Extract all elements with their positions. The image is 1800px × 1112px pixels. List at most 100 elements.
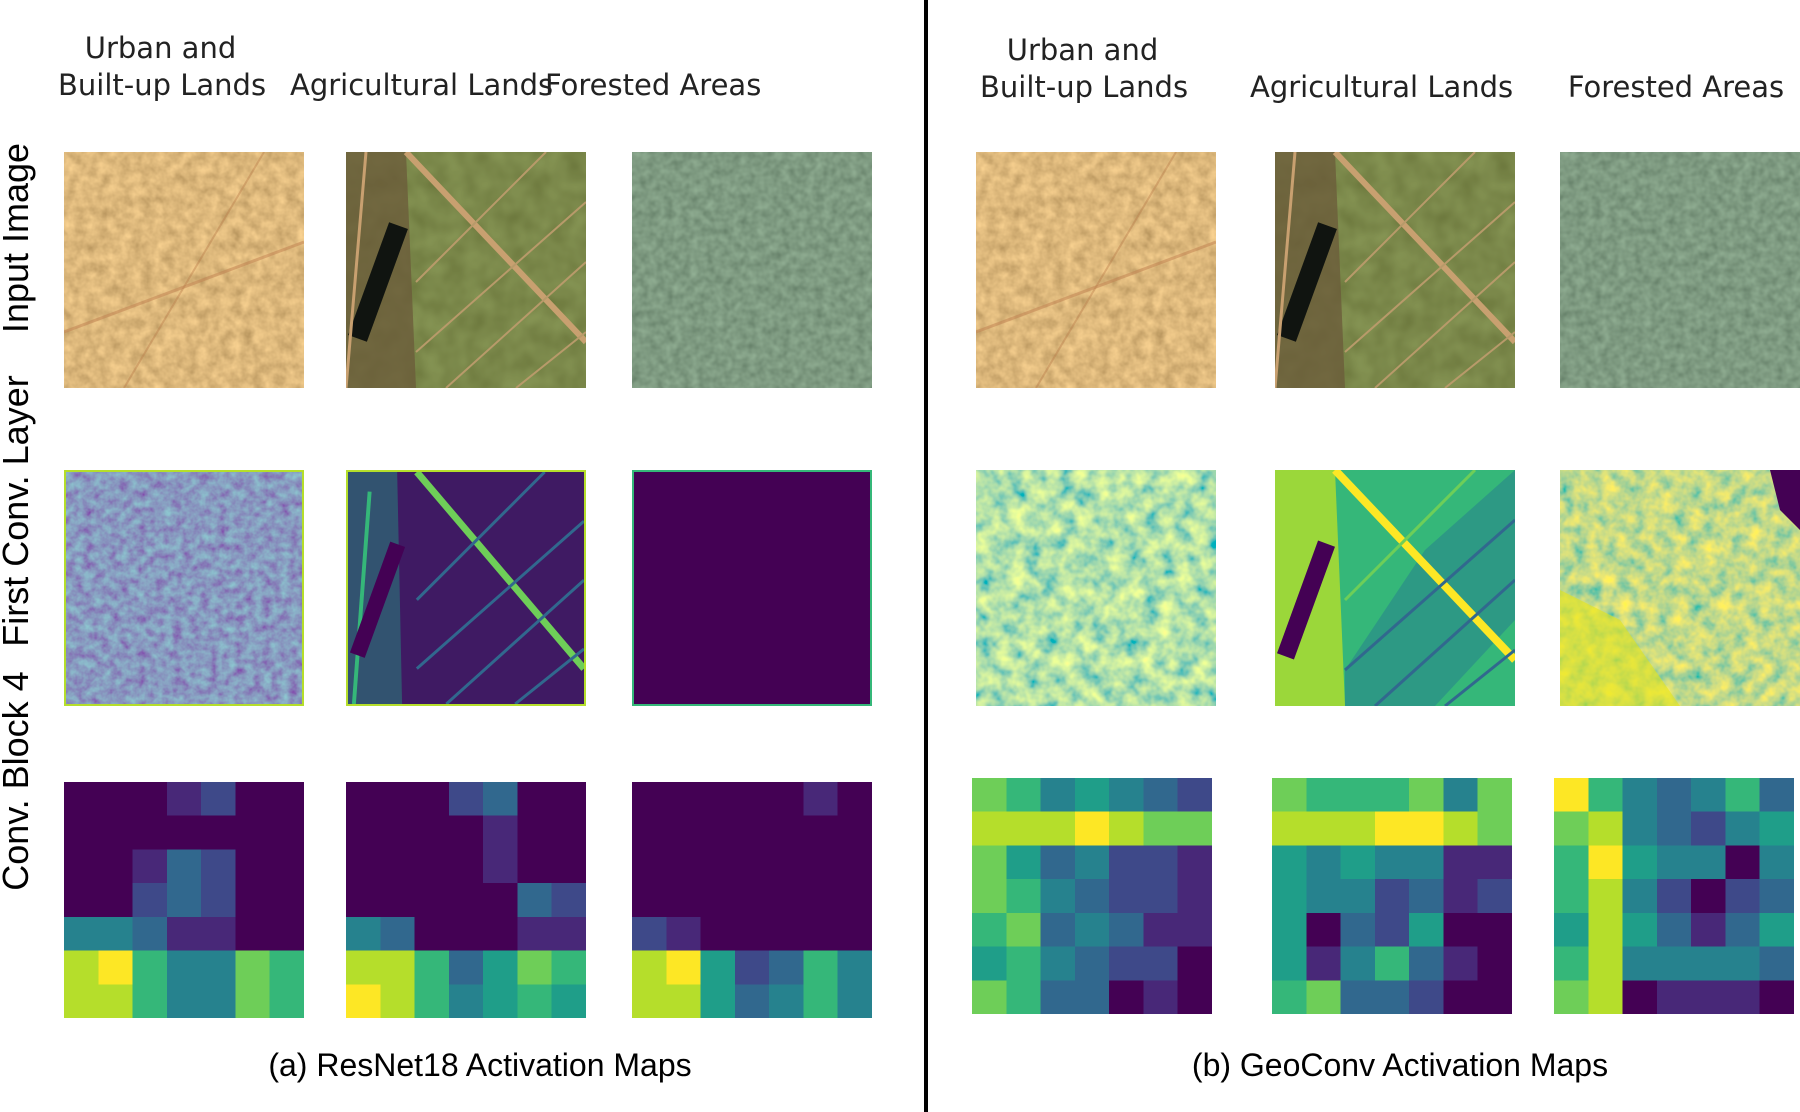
- activation-cell: [551, 916, 586, 952]
- activation-cell: [1040, 879, 1076, 914]
- activation-cell: [1554, 811, 1589, 847]
- activation-cell: [132, 782, 168, 817]
- activation-cell: [1143, 811, 1179, 847]
- row-label-conv-block4: Conv. Block 4: [0, 671, 36, 891]
- activation-cell: [1306, 980, 1342, 1014]
- activation-cell: [972, 980, 1007, 1014]
- activation-cell: [98, 883, 134, 918]
- activation-cell: [769, 950, 805, 985]
- geoconv-input-agricultural: [1275, 152, 1515, 388]
- activation-cell: [346, 815, 381, 851]
- activation-cell: [1443, 879, 1479, 914]
- activation-cell: [632, 950, 667, 985]
- activation-cell: [1074, 845, 1110, 880]
- activation-cell: [1177, 845, 1212, 880]
- right-header-forested: Forested Areas: [1566, 69, 1786, 106]
- activation-cell: [132, 815, 168, 851]
- activation-cell: [1143, 980, 1179, 1014]
- activation-cell: [632, 916, 667, 952]
- caption-resnet: (a) ResNet18 Activation Maps: [268, 1047, 692, 1083]
- activation-cell: [235, 782, 271, 817]
- activation-cell: [64, 849, 99, 884]
- activation-cell: [700, 916, 736, 952]
- activation-cell: [346, 782, 381, 817]
- activation-cell: [972, 879, 1007, 914]
- activation-cell: [1340, 811, 1376, 847]
- activation-cell: [166, 849, 202, 884]
- activation-cell: [1272, 946, 1307, 981]
- activation-cell: [1409, 845, 1445, 880]
- activation-cell: [1477, 778, 1512, 813]
- activation-cell: [1656, 778, 1692, 813]
- activation-cell: [166, 782, 202, 817]
- activation-cell: [517, 815, 553, 851]
- activation-cell: [1272, 811, 1307, 847]
- activation-cell: [1006, 912, 1042, 948]
- activation-cell: [1588, 912, 1624, 948]
- activation-cell: [235, 815, 271, 851]
- activation-cell: [551, 815, 586, 851]
- activation-cell: [1759, 811, 1794, 847]
- activation-cell: [380, 950, 416, 985]
- activation-cell: [483, 782, 519, 817]
- activation-cell: [98, 984, 134, 1018]
- header-line: Agricultural Lands: [290, 68, 554, 102]
- activation-cell: [1306, 778, 1342, 813]
- activation-cell: [1725, 946, 1761, 981]
- activation-cell: [132, 849, 168, 884]
- row-label-first-conv: First Conv. Layer: [0, 375, 36, 647]
- activation-cell: [551, 883, 586, 918]
- activation-cell: [1143, 912, 1179, 948]
- resnet-conv1-agricultural: [346, 470, 586, 706]
- activation-cell: [1725, 778, 1761, 813]
- row-label-input-image: Input Image: [0, 142, 36, 334]
- activation-cell: [98, 916, 134, 952]
- activation-cell: [1006, 980, 1042, 1014]
- activation-cell: [380, 984, 416, 1018]
- activation-cell: [1109, 845, 1145, 880]
- activation-cell: [1725, 879, 1761, 914]
- activation-cell: [166, 984, 202, 1018]
- activation-cell: [803, 984, 839, 1018]
- activation-cell: [414, 916, 450, 952]
- activation-cell: [1340, 778, 1376, 813]
- activation-cell: [1340, 845, 1376, 880]
- activation-cell: [1409, 879, 1445, 914]
- activation-cell: [1374, 879, 1410, 914]
- activation-cell: [414, 950, 450, 985]
- activation-cell: [235, 984, 271, 1018]
- activation-cell: [837, 984, 872, 1018]
- activation-cell: [201, 883, 237, 918]
- activation-cell: [201, 950, 237, 985]
- activation-cell: [483, 950, 519, 985]
- activation-cell: [1340, 980, 1376, 1014]
- resnet-input-urban: [64, 152, 304, 388]
- activation-cell: [414, 984, 450, 1018]
- activation-cell: [414, 849, 450, 884]
- resnet-block4-urban: [64, 782, 304, 1018]
- activation-cell: [551, 849, 586, 884]
- right-header-urban: Urban and Built-up Lands: [980, 32, 1188, 106]
- activation-cell: [1074, 980, 1110, 1014]
- activation-cell: [201, 916, 237, 952]
- activation-cell: [551, 950, 586, 985]
- activation-cell: [1306, 946, 1342, 981]
- header-line: Urban and: [1006, 33, 1159, 67]
- activation-cell: [1006, 879, 1042, 914]
- activation-cell: [1622, 811, 1658, 847]
- activation-cell: [1109, 879, 1145, 914]
- activation-cell: [1177, 879, 1212, 914]
- activation-cell: [64, 950, 99, 985]
- activation-cell: [380, 916, 416, 952]
- activation-cell: [346, 950, 381, 985]
- activation-cell: [1691, 845, 1727, 880]
- activation-cell: [1554, 912, 1589, 948]
- activation-cell: [1622, 912, 1658, 948]
- activation-cell: [1443, 980, 1479, 1014]
- activation-cell: [1272, 912, 1307, 948]
- activation-cell: [1374, 811, 1410, 847]
- activation-cell: [448, 883, 484, 918]
- activation-cell: [483, 815, 519, 851]
- activation-cell: [972, 845, 1007, 880]
- activation-cell: [972, 811, 1007, 847]
